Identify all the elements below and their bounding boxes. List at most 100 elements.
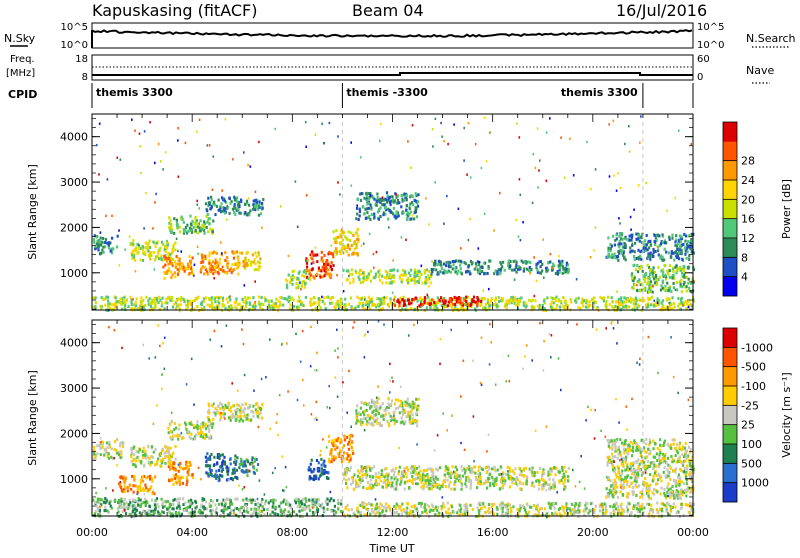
scatter-pixel	[177, 475, 179, 478]
scatter-pixel	[351, 244, 353, 247]
scatter-pixel	[142, 487, 144, 490]
scatter-pixel	[428, 285, 430, 287]
scatter-pixel	[228, 197, 230, 200]
scatter-pixel	[523, 267, 525, 270]
scatter-pixel	[611, 256, 613, 259]
scatter-pixel	[106, 446, 108, 449]
scatter-pixel	[675, 234, 677, 237]
scatter-pixel	[618, 217, 620, 219]
scatter-pixel	[550, 253, 552, 255]
scatter-pixel	[237, 204, 239, 207]
scatter-pixel	[688, 258, 690, 261]
scatter-pixel	[534, 471, 536, 474]
scatter-pixel	[549, 470, 551, 473]
scatter-pixel	[562, 305, 564, 308]
scatter-pixel	[111, 247, 113, 250]
scatter-pixel	[347, 244, 349, 246]
scatter-pixel	[237, 273, 239, 276]
scatter-pixel	[418, 398, 420, 401]
scatter-pixel	[96, 452, 98, 455]
scatter-pixel	[564, 477, 566, 480]
scatter-pixel	[652, 255, 654, 258]
scatter-pixel	[220, 268, 222, 271]
scatter-pixel	[537, 305, 539, 308]
scatter-pixel	[124, 304, 126, 307]
scatter-pixel	[483, 272, 485, 275]
scatter-pixel	[185, 142, 187, 144]
scatter-pixel	[461, 484, 463, 487]
scatter-pixel	[209, 217, 211, 220]
scatter-pixel	[634, 283, 636, 286]
scatter-pixel	[467, 296, 469, 299]
scatter-pixel	[409, 218, 411, 221]
scatter-pixel	[535, 480, 537, 483]
scatter-pixel	[123, 298, 125, 300]
scatter-pixel	[215, 470, 217, 473]
scatter-pixel	[649, 240, 651, 243]
scatter-pixel	[368, 272, 370, 275]
scatter-pixel	[286, 280, 288, 283]
scatter-pixel	[687, 266, 689, 269]
scatter-pixel	[373, 253, 375, 255]
scatter-pixel	[150, 258, 152, 260]
scatter-pixel	[321, 296, 323, 298]
scatter-pixel	[150, 251, 152, 254]
scatter-pixel	[480, 480, 482, 483]
scatter-pixel	[398, 201, 400, 204]
scatter-pixel	[168, 216, 170, 219]
scatter-pixel	[537, 127, 539, 129]
scatter-pixel	[536, 269, 538, 272]
scatter-pixel	[174, 477, 176, 480]
scatter-pixel	[666, 282, 668, 285]
scatter-pixel	[351, 449, 353, 452]
scatter-pixel	[403, 304, 405, 307]
scatter-pixel	[347, 278, 349, 281]
scatter-pixel	[454, 267, 456, 270]
scatter-pixel	[367, 481, 369, 484]
scatter-pixel	[203, 272, 205, 275]
scatter-pixel	[649, 277, 651, 280]
scatter-pixel	[408, 412, 410, 415]
scatter-pixel	[353, 473, 355, 476]
scatter-pixel	[657, 297, 659, 300]
scatter-pixel	[149, 254, 151, 257]
scatter-pixel	[660, 242, 662, 245]
scatter-pixel	[451, 306, 453, 309]
scatter-pixel	[657, 249, 659, 252]
scatter-pixel	[595, 301, 597, 304]
scatter-pixel	[356, 296, 358, 299]
scatter-pixel	[131, 307, 133, 310]
noise-right-tick-high: 10^5	[697, 22, 724, 33]
scatter-pixel	[396, 478, 398, 481]
scatter-pixel	[379, 140, 381, 142]
scatter-pixel	[519, 178, 521, 180]
scatter-pixel	[653, 300, 655, 302]
scatter-pixel	[415, 297, 417, 300]
scatter-pixel	[483, 289, 485, 291]
scatter-pixel	[406, 475, 408, 478]
scatter-pixel	[432, 128, 434, 130]
scatter-pixel	[246, 301, 248, 304]
scatter-pixel	[427, 468, 429, 471]
scatter-pixel	[262, 207, 264, 210]
scatter-pixel	[502, 487, 504, 490]
scatter-pixel	[463, 127, 465, 129]
scatter-pixel	[412, 470, 414, 473]
scatter-pixel	[661, 233, 663, 236]
scatter-pixel	[364, 299, 366, 301]
scatter-pixel	[526, 475, 528, 478]
scatter-pixel	[633, 209, 635, 211]
scatter-pixel	[395, 467, 397, 470]
scatter-pixel	[102, 237, 104, 240]
scatter-pixel	[625, 244, 627, 247]
scatter-pixel	[489, 484, 491, 487]
scatter-pixel	[635, 268, 637, 271]
scatter-pixel	[396, 212, 398, 215]
scatter-pixel	[124, 498, 126, 501]
scatter-pixel	[454, 488, 456, 491]
scatter-pixel	[163, 271, 165, 274]
scatter-pixel	[495, 302, 497, 304]
scatter-pixel	[219, 407, 221, 410]
scatter-pixel	[195, 297, 197, 300]
